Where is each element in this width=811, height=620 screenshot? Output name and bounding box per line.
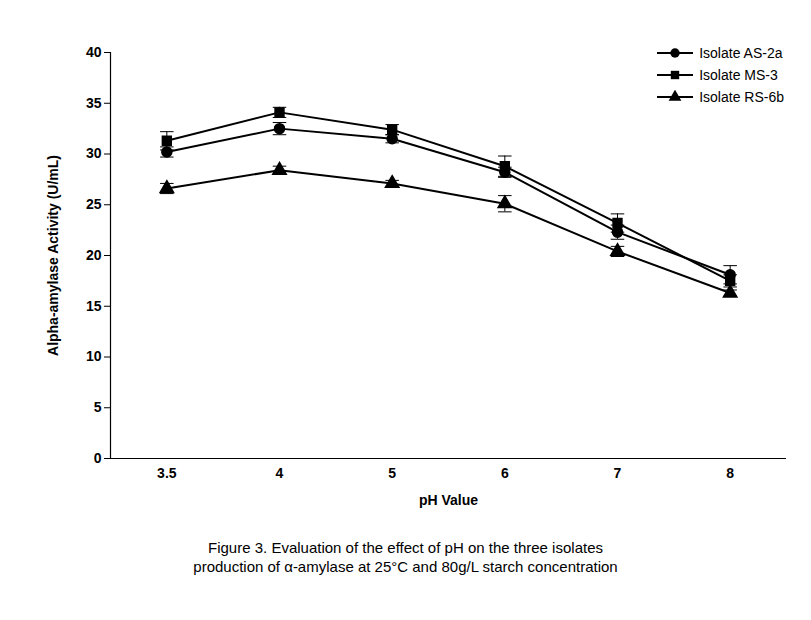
html-text:Isolate MS-3: Isolate MS-3 (699, 67, 778, 83)
svg-text:7: 7 (614, 465, 622, 481)
svg-text:10: 10 (86, 348, 102, 364)
svg-text:5: 5 (94, 399, 102, 415)
html-text:Isolate RS-6b: Isolate RS-6b (699, 89, 784, 105)
svg-text:pH Value: pH Value (419, 492, 478, 508)
svg-text:3.5: 3.5 (157, 465, 177, 481)
svg-text:5: 5 (388, 465, 396, 481)
svg-text:35: 35 (86, 95, 102, 111)
svg-text:4: 4 (276, 465, 284, 481)
svg-text:15: 15 (86, 298, 102, 314)
svg-text:30: 30 (86, 145, 102, 161)
svg-text:25: 25 (86, 196, 102, 212)
svg-text:20: 20 (86, 247, 102, 263)
html-text:Figure 3. Evaluation of the ef: Figure 3. Evaluation of the effect of pH… (193, 539, 618, 575)
svg-text:40: 40 (86, 44, 102, 60)
svg-text:0: 0 (94, 450, 102, 466)
svg-text:6: 6 (501, 465, 509, 481)
svg-text:8: 8 (726, 465, 734, 481)
html-text:Isolate AS-2a: Isolate AS-2a (699, 45, 783, 61)
svg-text:Alpha-amylase Activity (U/mL): Alpha-amylase Activity (U/mL) (45, 155, 61, 356)
